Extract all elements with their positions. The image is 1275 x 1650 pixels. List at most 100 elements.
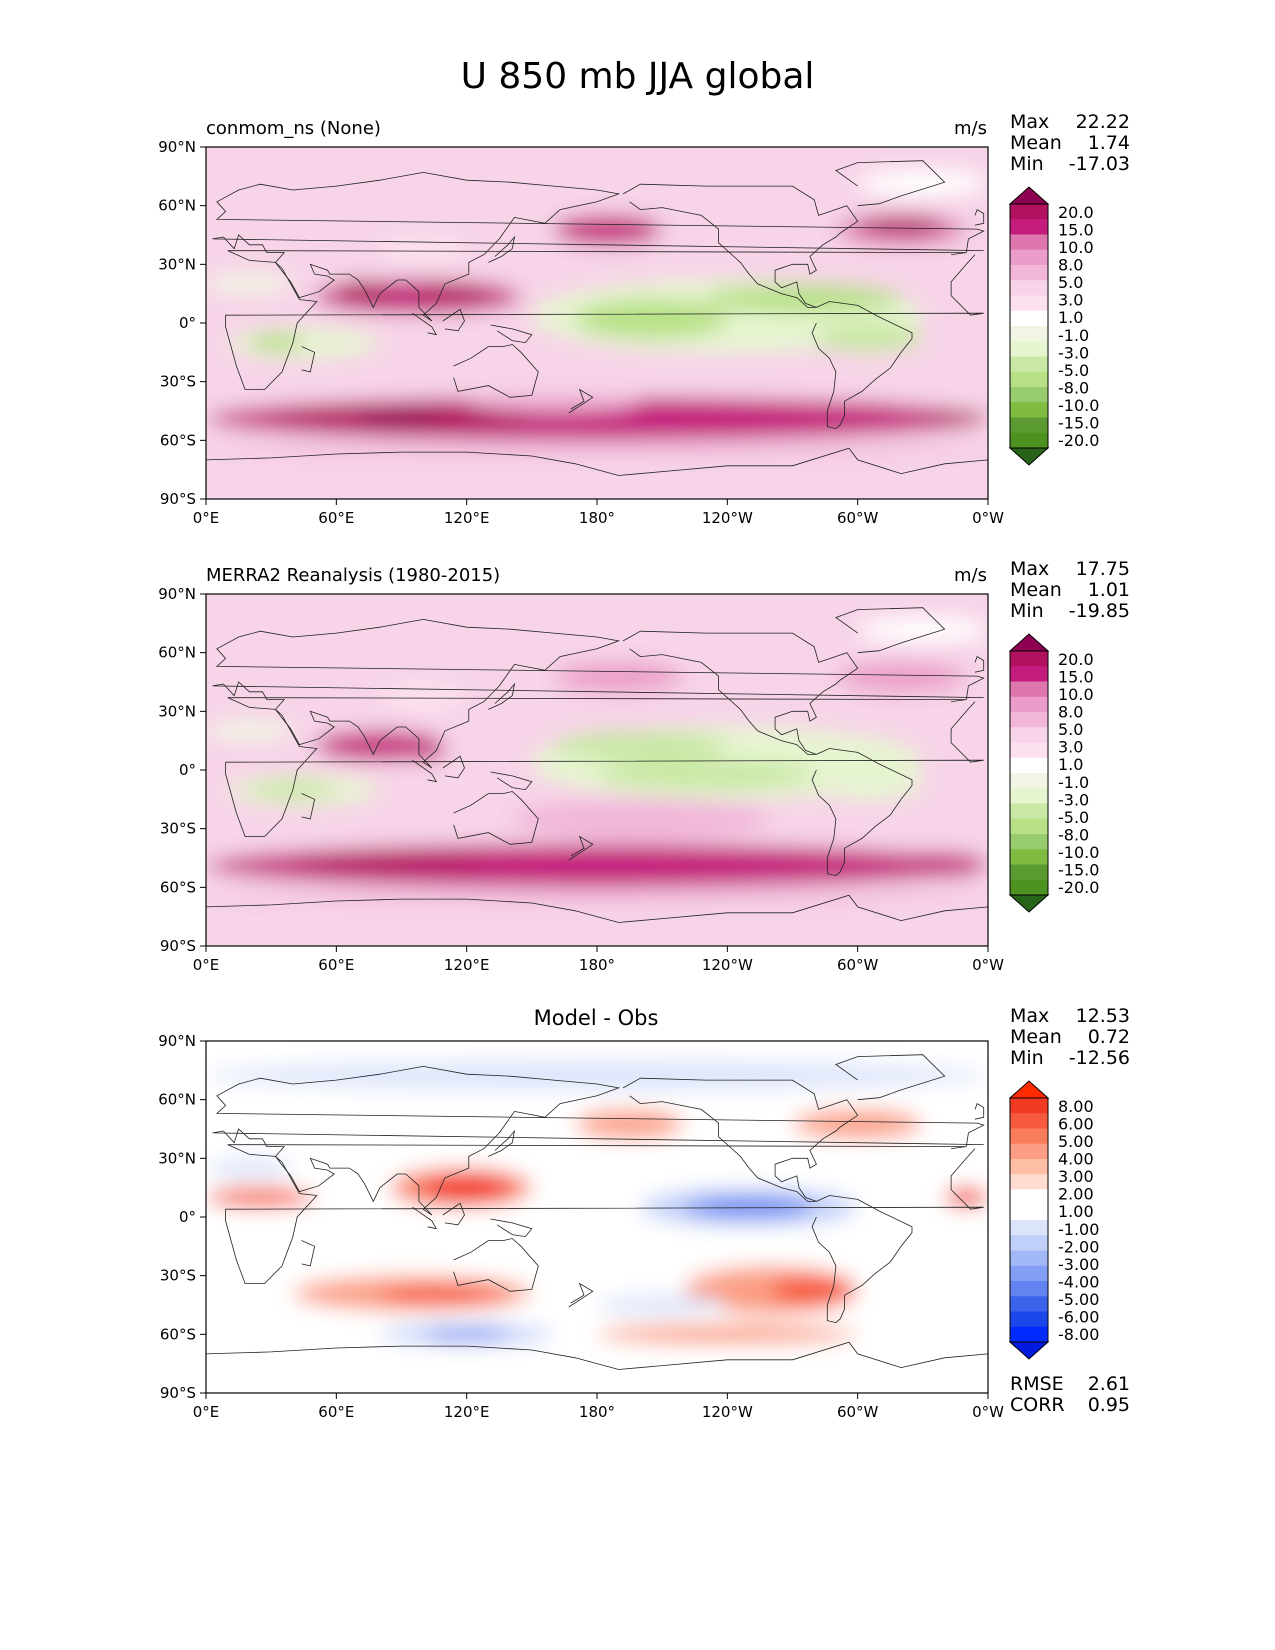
y-tick-label: 60°N (158, 197, 196, 215)
colorbar-label: 1.0 (1058, 755, 1083, 774)
y-tick-label: 60°N (158, 1091, 196, 1109)
colorbar-label: -10.0 (1058, 396, 1099, 415)
colorbar-frame (1009, 1097, 1049, 1343)
colorbar-band (1010, 1143, 1048, 1160)
contour-region (597, 1324, 858, 1345)
y-tick-label: 30°N (158, 1149, 196, 1167)
contour-region (683, 1197, 815, 1217)
x-tick-label: 0°E (193, 1403, 220, 1421)
coastline-12 (568, 1282, 594, 1308)
contour-region (553, 730, 728, 761)
contour-region (575, 1109, 684, 1139)
colorbar-band (1010, 1250, 1048, 1267)
y-tick-label: 30°S (160, 1267, 196, 1285)
contour-region (423, 1173, 511, 1202)
panel-3-rmse-value: 2.61 (1087, 1373, 1130, 1395)
contour-region (379, 235, 467, 265)
panel-3-mean-label: Mean (1010, 1026, 1062, 1048)
colorbar-band (1010, 341, 1048, 358)
coastline-13 (974, 209, 985, 226)
x-tick-label: 120°W (702, 1403, 753, 1421)
y-tick-label: 90°S (160, 937, 196, 955)
colorbar-label: -20.0 (1058, 431, 1099, 450)
panel-1-mean-label: Mean (1010, 132, 1062, 154)
y-tick-label: 90°S (160, 490, 196, 508)
colorbar-band (1010, 1128, 1048, 1145)
colorbar-band (1010, 1204, 1048, 1221)
panel-3-min-value: -12.56 (1068, 1047, 1130, 1069)
colorbar-band (1010, 1235, 1048, 1252)
contour-region (879, 852, 988, 878)
colorbar-label: -3.0 (1058, 343, 1089, 362)
coastline-11 (490, 771, 533, 791)
map-field (206, 147, 988, 499)
colorbar-band (1010, 773, 1048, 789)
colorbar-band (1010, 249, 1048, 266)
panel-2-mean-label: Mean (1010, 579, 1062, 601)
coastline-5 (835, 160, 946, 207)
contour-region (206, 1060, 988, 1090)
colorbar-label: -5.0 (1058, 808, 1089, 827)
coastline-2 (453, 344, 539, 398)
colorbar-frame (1009, 650, 1049, 896)
figure-title: U 850 mb JJA global (460, 56, 815, 97)
x-tick-label: 120°E (444, 1403, 490, 1421)
x-tick-label: 60°W (837, 956, 879, 974)
panel-2-min-value: -19.85 (1068, 600, 1130, 622)
contour-region (705, 848, 858, 878)
coastlines (206, 607, 988, 946)
contour-region (683, 401, 945, 431)
contour-field (206, 594, 988, 946)
x-tick-label: 120°E (444, 956, 490, 974)
panel-3-corr-label: CORR (1010, 1394, 1065, 1416)
coastline-5 (835, 607, 946, 654)
contour-region (206, 1187, 315, 1208)
contour-region (466, 391, 641, 411)
map-panel-3: 0°E 60°E 120°E 180° 120°W 60°W 0°W 90°N 60°N 30°N… (158, 1032, 1099, 1421)
colorbar-band (1010, 417, 1048, 434)
panel-2-min-label: Min (1010, 600, 1044, 622)
colorbar-frame (1009, 203, 1049, 449)
colorbar-band (1010, 803, 1048, 820)
colorbar-label: -3.00 (1058, 1255, 1099, 1274)
contour-region (857, 617, 988, 643)
panel-2-max-label: Max (1010, 558, 1050, 580)
colorbar-label: 6.00 (1058, 1115, 1094, 1134)
x-tick-label: 60°W (837, 509, 879, 527)
colorbar-label: 10.0 (1058, 685, 1094, 704)
y-tick-label: 90°N (158, 585, 196, 603)
coastline-6 (206, 447, 988, 499)
coastline-4 (811, 301, 913, 430)
contour-region (944, 1187, 988, 1208)
coastline-0 (225, 250, 984, 390)
coastline-3 (622, 1077, 859, 1202)
colorbar-band (1010, 234, 1048, 251)
contour-region (922, 411, 988, 425)
coastline-8 (488, 1129, 516, 1157)
colorbar-label: 1.0 (1058, 308, 1083, 327)
colorbar-label: -10.0 (1058, 843, 1099, 862)
panel-1-mean-value: 1.74 (1087, 132, 1130, 154)
y-tick-label: 0° (179, 314, 196, 332)
coastline-4 (811, 1195, 913, 1324)
colorbar-band (1010, 1311, 1048, 1328)
contour-region (206, 721, 293, 741)
contour-region (705, 283, 902, 314)
y-tick-label: 60°S (160, 431, 196, 449)
colorbar-band (1010, 864, 1048, 881)
colorbar-band (1010, 818, 1048, 835)
colorbar-label: 15.0 (1058, 221, 1094, 240)
contour-region (412, 283, 489, 304)
colorbar-band (1010, 1265, 1048, 1282)
colorbar-band (1010, 402, 1048, 419)
panel-3-mean-value: 0.72 (1087, 1026, 1130, 1048)
colorbar-band (1010, 681, 1048, 698)
colorbar-band (1010, 1158, 1048, 1175)
x-tick-label: 0°W (972, 509, 1004, 527)
coastline-6 (206, 894, 988, 946)
x-tick-label: 120°W (702, 509, 753, 527)
colorbar-band (1010, 280, 1048, 296)
colorbar-band (1010, 879, 1048, 896)
contour-field (206, 147, 988, 499)
contour-region (510, 799, 771, 839)
